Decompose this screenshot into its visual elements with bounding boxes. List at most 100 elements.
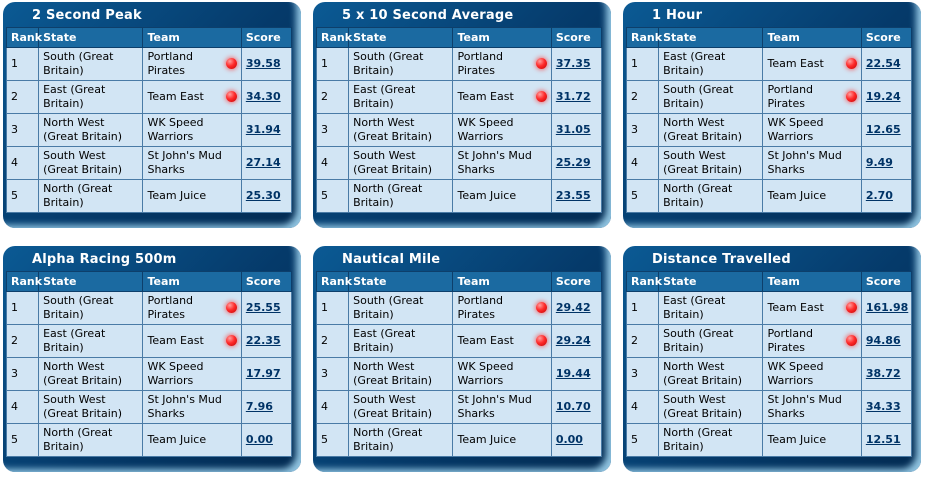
table-header: Rank State Team Score (625, 271, 913, 292)
table-header: Rank State Team Score (5, 27, 293, 48)
header-row: Rank State Team Score (5, 27, 293, 48)
team-name: St John's Mud Sharks (147, 149, 222, 176)
table-row: 2 East (Great Britain) Team East 29.24 (315, 324, 603, 358)
team-cell: Team Juice (762, 423, 862, 457)
score-link[interactable]: 31.72 (555, 90, 591, 104)
column-header-score: Score (240, 271, 293, 292)
live-indicator-icon (845, 58, 857, 69)
score-link[interactable]: 29.42 (555, 301, 591, 315)
table-body: 1 South (Great Britain) Portland Pirates 29… (315, 291, 603, 457)
table-row: 5 North (Great Britain) Team Juice 12.51 (625, 423, 913, 457)
team-cell: WK Speed Warriors (142, 113, 242, 147)
state-cell: North (Great Britain) (658, 423, 764, 457)
leaderboard-panel-1-hour: 1 Hour Rank State Team Score 1 East (Great B… (623, 2, 921, 228)
table-row: 1 South (Great Britain) Portland Pirates 29… (315, 291, 603, 325)
score-link[interactable]: 10.70 (555, 400, 591, 414)
score-link[interactable]: 0.00 (245, 433, 273, 447)
table-row: 2 East (Great Britain) Team East 22.35 (5, 324, 293, 358)
score-link[interactable]: 27.14 (245, 156, 281, 170)
score-cell: 161.98 (860, 291, 913, 325)
score-link[interactable]: 22.35 (245, 334, 281, 348)
rank-cell: 2 (315, 324, 350, 358)
score-link[interactable]: 31.05 (555, 123, 591, 137)
team-cell: Portland Pirates (142, 291, 242, 325)
rank-cell: 4 (315, 390, 350, 424)
leaderboard-table: Rank State Team Score 1 East (Great Britain)… (625, 27, 913, 213)
score-link[interactable]: 161.98 (865, 301, 909, 315)
team-cell: St John's Mud Sharks (142, 390, 242, 424)
leaderboard-table: Rank State Team Score 1 South (Great Britain… (5, 271, 293, 457)
score-link[interactable]: 23.55 (555, 189, 591, 203)
score-link[interactable]: 25.30 (245, 189, 281, 203)
score-link[interactable]: 38.72 (865, 367, 901, 381)
score-link[interactable]: 12.65 (865, 123, 901, 137)
column-header-team: Team (452, 27, 552, 48)
rank-cell: 3 (625, 357, 660, 391)
score-link[interactable]: 34.30 (245, 90, 281, 104)
table-row: 3 North West (Great Britain) WK Speed Warr… (5, 113, 293, 147)
score-link[interactable]: 17.97 (245, 367, 281, 381)
rank-cell: 2 (625, 324, 660, 358)
team-cell: Portland Pirates (142, 47, 242, 81)
column-header-rank: Rank (315, 271, 352, 292)
rank-cell: 4 (5, 390, 40, 424)
score-link[interactable]: 29.24 (555, 334, 591, 348)
score-link[interactable]: 19.24 (865, 90, 901, 104)
team-cell: St John's Mud Sharks (452, 146, 552, 180)
score-link[interactable]: 25.29 (555, 156, 591, 170)
rank-cell: 5 (315, 423, 350, 457)
score-cell: 22.54 (860, 47, 913, 81)
score-link[interactable]: 12.51 (865, 433, 901, 447)
table-row: 1 East (Great Britain) Team East 22.54 (625, 47, 913, 81)
live-indicator-icon (225, 58, 237, 69)
table-row: 3 North West (Great Britain) WK Speed Warr… (625, 113, 913, 147)
rank-cell: 1 (5, 47, 40, 81)
state-cell: South West (Great Britain) (658, 390, 764, 424)
state-cell: East (Great Britain) (658, 47, 764, 81)
rank-cell: 3 (5, 357, 40, 391)
live-indicator-icon (535, 302, 547, 313)
score-link[interactable]: 22.54 (865, 57, 901, 71)
leaderboard-panel-2-second-peak: 2 Second Peak Rank State Team Score 1 South … (3, 2, 301, 228)
score-link[interactable]: 0.00 (555, 433, 583, 447)
team-name: St John's Mud Sharks (767, 149, 842, 176)
team-cell: WK Speed Warriors (762, 357, 862, 391)
column-header-rank: Rank (5, 271, 42, 292)
team-name: Team Juice (457, 189, 517, 203)
live-indicator-icon (845, 91, 857, 102)
state-cell: South West (Great Britain) (38, 390, 144, 424)
score-link[interactable]: 31.94 (245, 123, 281, 137)
score-link[interactable]: 39.58 (245, 57, 281, 71)
panel-title: Distance Travelled (652, 252, 791, 267)
score-link[interactable]: 7.96 (245, 400, 273, 414)
score-link[interactable]: 2.70 (865, 189, 893, 203)
score-link[interactable]: 34.33 (865, 400, 901, 414)
team-name: WK Speed Warriors (147, 360, 204, 387)
table-row: 3 North West (Great Britain) WK Speed Warr… (315, 113, 603, 147)
score-link[interactable]: 25.55 (245, 301, 281, 315)
score-link[interactable]: 9.49 (865, 156, 893, 170)
table-row: 2 East (Great Britain) Team East 31.72 (315, 80, 603, 114)
team-cell: Team East (452, 80, 552, 114)
score-link[interactable]: 19.44 (555, 367, 591, 381)
rank-cell: 2 (315, 80, 350, 114)
team-cell: St John's Mud Sharks (142, 146, 242, 180)
column-header-rank: Rank (625, 271, 662, 292)
team-name: St John's Mud Sharks (457, 393, 532, 420)
live-indicator-icon (535, 58, 547, 69)
rank-cell: 4 (625, 390, 660, 424)
score-cell: 23.55 (550, 179, 603, 213)
column-header-rank: Rank (5, 27, 42, 48)
table-row: 3 North West (Great Britain) WK Speed Warr… (5, 357, 293, 391)
header-row: Rank State Team Score (625, 271, 913, 292)
score-link[interactable]: 94.86 (865, 334, 901, 348)
score-link[interactable]: 37.35 (555, 57, 591, 71)
score-cell: 7.96 (240, 390, 293, 424)
score-cell: 12.51 (860, 423, 913, 457)
live-indicator-icon (845, 302, 857, 313)
state-cell: North West (Great Britain) (38, 113, 144, 147)
state-cell: South (Great Britain) (658, 324, 764, 358)
score-cell: 25.55 (240, 291, 293, 325)
team-name: Team East (457, 334, 514, 348)
